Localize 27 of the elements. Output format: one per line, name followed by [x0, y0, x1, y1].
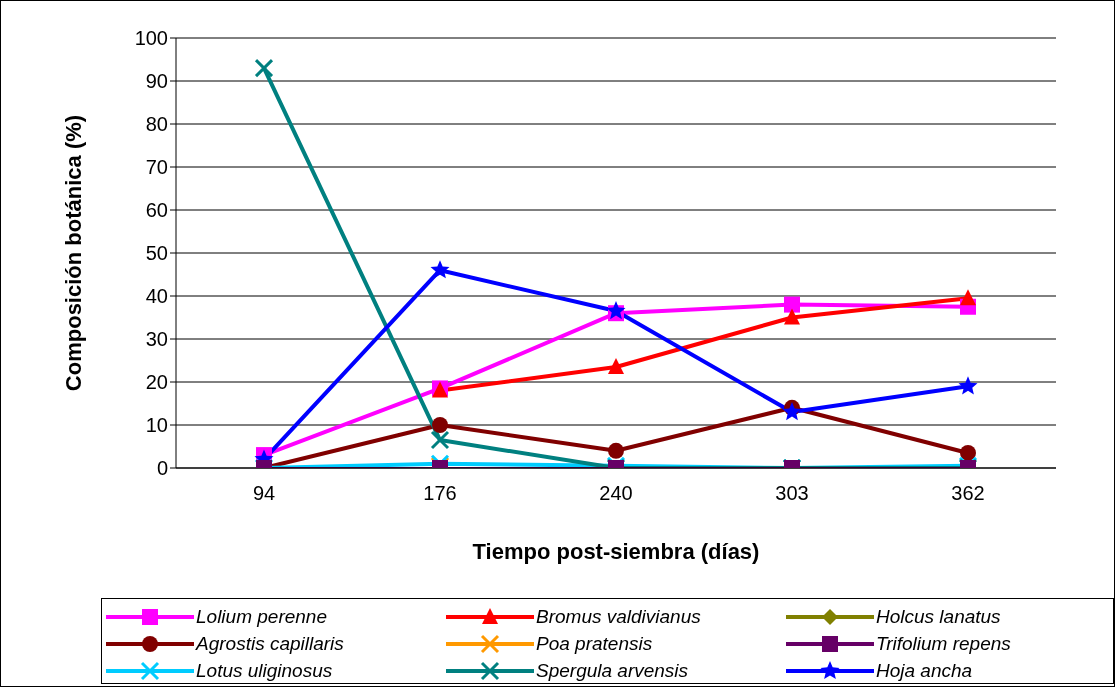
x-tick-label: 240 — [599, 482, 633, 505]
y-tick-label: 90 — [145, 70, 168, 93]
legend-label: Lolium perenne — [196, 605, 327, 628]
y-tick-label: 100 — [134, 27, 168, 50]
x-axis-title: Tiempo post-siembra (días) — [472, 539, 760, 564]
legend-label: Agrostis capillaris — [196, 632, 344, 655]
y-tick-label: 30 — [145, 328, 168, 351]
y-tick-label: 0 — [156, 457, 168, 480]
y-tick-label: 10 — [145, 414, 168, 437]
y-tick-label: 80 — [145, 113, 168, 136]
y-tick-label: 20 — [145, 371, 168, 394]
y-tick-label: 70 — [145, 156, 168, 179]
legend-label: Bromus valdivianus — [536, 605, 701, 628]
legend-label: Hoja ancha — [876, 659, 973, 682]
x-tick-label: 176 — [423, 482, 457, 505]
y-tick-label: 50 — [145, 242, 168, 265]
y-tick-label: 60 — [145, 199, 168, 222]
legend-label: Lotus uliginosus — [196, 659, 333, 682]
y-axis-title: Composición botánica (%) — [60, 114, 86, 392]
x-tick-label: 362 — [951, 482, 985, 505]
legend-label: Poa pratensis — [536, 632, 653, 655]
y-tick-label: 40 — [145, 285, 168, 308]
legend-label: Trifolium repens — [876, 632, 1011, 655]
legend-label: Holcus lanatus — [876, 605, 1001, 628]
x-tick-label: 94 — [252, 482, 276, 505]
x-tick-label: 303 — [775, 482, 809, 505]
legend-label: Spergula arvensis — [536, 659, 689, 682]
